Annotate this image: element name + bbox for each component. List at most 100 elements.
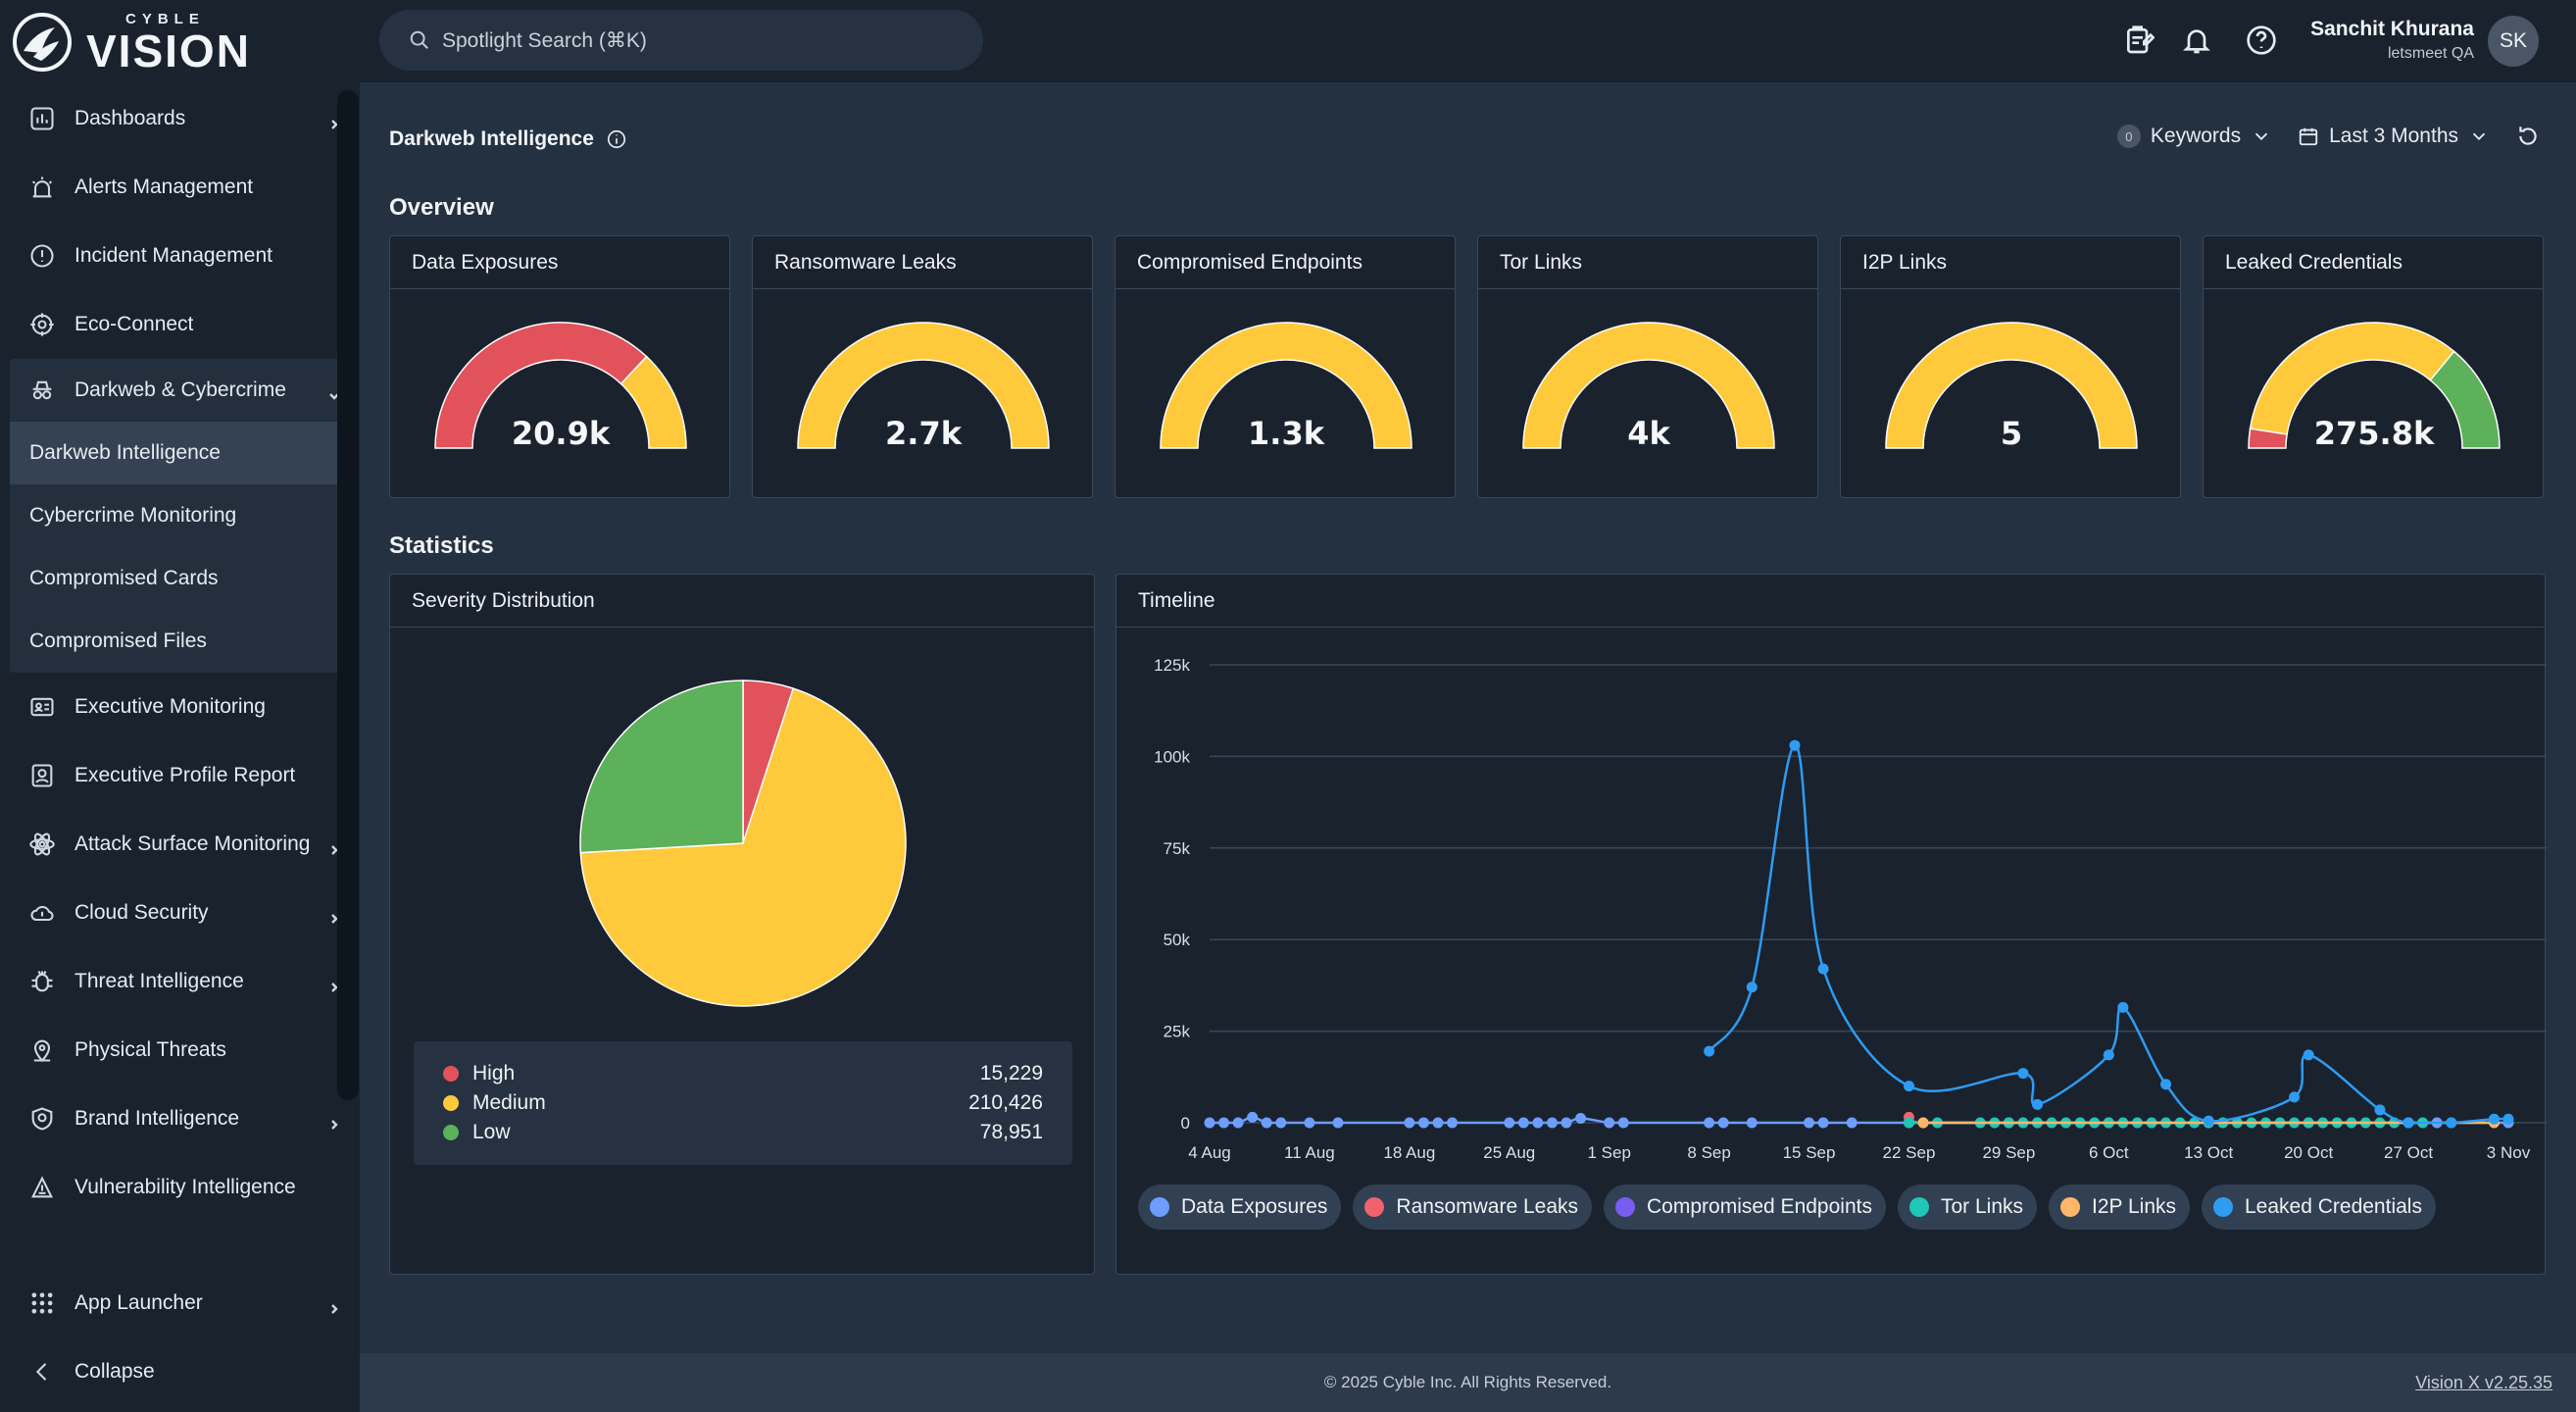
gauge-value: 1.3k: [1248, 415, 1325, 452]
data-point-leaked-credentials[interactable]: [2403, 1117, 2414, 1129]
data-point-data-exposures[interactable]: [1817, 1117, 1829, 1129]
sidebar-item-eco-connect[interactable]: Eco-Connect: [10, 290, 348, 359]
card-title: Compromised Endpoints: [1115, 236, 1455, 289]
bell-icon[interactable]: [2178, 22, 2215, 59]
data-point-leaked-credentials[interactable]: [2289, 1091, 2301, 1103]
gauge-card[interactable]: Compromised Endpoints 1.3k: [1115, 235, 1456, 498]
sidebar-item-executive-profile-report[interactable]: Executive Profile Report: [10, 741, 348, 810]
data-point-tor-links[interactable]: [1903, 1117, 1914, 1129]
version-link[interactable]: Vision X v2.25.35: [2415, 1373, 2552, 1392]
sidebar-item-brand-intelligence[interactable]: Brand Intelligence: [10, 1084, 348, 1153]
sidebar-scrollbar[interactable]: [337, 90, 359, 1100]
data-point-data-exposures[interactable]: [1447, 1117, 1459, 1129]
legend-chip-i2p-links[interactable]: I2P Links: [2049, 1185, 2190, 1230]
sidebar-item-threat-intelligence[interactable]: Threat Intelligence: [10, 947, 348, 1016]
data-point-leaked-credentials[interactable]: [2160, 1079, 2172, 1090]
data-point-leaked-credentials[interactable]: [2303, 1049, 2314, 1061]
gauge-card[interactable]: Ransomware Leaks 2.7k: [752, 235, 1093, 498]
pie-slice-medium[interactable]: [579, 687, 907, 1007]
pie-slice-low[interactable]: [579, 680, 744, 854]
data-point-leaked-credentials[interactable]: [2103, 1049, 2114, 1061]
data-point-leaked-credentials[interactable]: [2017, 1068, 2029, 1080]
app-launcher-button[interactable]: App Launcher: [10, 1269, 348, 1337]
info-icon[interactable]: [606, 128, 627, 150]
help-icon[interactable]: [2243, 22, 2280, 59]
legend-row-low: Low 78,951: [443, 1118, 1043, 1147]
sidebar-subitem-darkweb-intelligence[interactable]: Darkweb Intelligence: [10, 422, 348, 484]
data-point-leaked-credentials[interactable]: [1817, 963, 1829, 975]
data-point-data-exposures[interactable]: [1417, 1117, 1429, 1129]
legend-chip-data-exposures[interactable]: Data Exposures: [1138, 1185, 1342, 1230]
chevron-down-icon: [328, 384, 340, 400]
data-point-data-exposures[interactable]: [1704, 1117, 1715, 1129]
data-point-leaked-credentials[interactable]: [1746, 982, 1758, 993]
sidebar-item-physical-threats[interactable]: Physical Threats: [10, 1016, 348, 1084]
data-point-leaked-credentials[interactable]: [2374, 1104, 2386, 1116]
data-point-i2p-links[interactable]: [1917, 1117, 1929, 1129]
sidebar-subitem-compromised-files[interactable]: Compromised Files: [29, 630, 207, 652]
gauge-card[interactable]: I2P Links 5: [1840, 235, 2181, 498]
data-point-data-exposures[interactable]: [1247, 1111, 1259, 1123]
data-point-leaked-credentials[interactable]: [2117, 1001, 2129, 1013]
data-point-data-exposures[interactable]: [1575, 1113, 1587, 1125]
card-title: Ransomware Leaks: [753, 236, 1092, 289]
notes-icon[interactable]: [2120, 22, 2157, 59]
gauge-card[interactable]: Data Exposures 20.9k: [389, 235, 730, 498]
data-point-leaked-credentials[interactable]: [2488, 1113, 2500, 1125]
search-input[interactable]: Spotlight Search (⌘K): [379, 10, 983, 71]
data-point-data-exposures[interactable]: [1232, 1117, 1244, 1129]
legend-chip-leaked-credentials[interactable]: Leaked Credentials: [2202, 1185, 2436, 1230]
sidebar-subitem-compromised-cards[interactable]: Compromised Cards: [29, 567, 219, 589]
data-point-data-exposures[interactable]: [1204, 1117, 1215, 1129]
sidebar-item-attack-surface-monitoring[interactable]: Attack Surface Monitoring: [10, 810, 348, 879]
sidebar-item-vulnerability-intelligence[interactable]: Vulnerability Intelligence: [10, 1153, 348, 1222]
data-point-data-exposures[interactable]: [1546, 1117, 1558, 1129]
data-point-data-exposures[interactable]: [1218, 1117, 1230, 1129]
logo[interactable]: CYBLE VISION: [12, 8, 251, 76]
data-point-data-exposures[interactable]: [1275, 1117, 1287, 1129]
data-point-leaked-credentials[interactable]: [1789, 739, 1801, 751]
date-range-dropdown[interactable]: Last 3 Months: [2298, 125, 2490, 148]
data-point-data-exposures[interactable]: [1504, 1117, 1515, 1129]
data-point-data-exposures[interactable]: [1304, 1117, 1315, 1129]
data-point-data-exposures[interactable]: [1432, 1117, 1444, 1129]
sidebar-subitem-cybercrime-monitoring[interactable]: Cybercrime Monitoring: [29, 504, 237, 527]
darkweb-group: Darkweb & Cybercrime Darkweb Intelligenc…: [10, 359, 348, 673]
sidebar-item-executive-monitoring[interactable]: Executive Monitoring: [10, 673, 348, 741]
data-point-data-exposures[interactable]: [1560, 1117, 1572, 1129]
data-point-leaked-credentials[interactable]: [2502, 1113, 2514, 1125]
data-point-data-exposures[interactable]: [1746, 1117, 1758, 1129]
data-point-leaked-credentials[interactable]: [2032, 1098, 2044, 1110]
gauge-card[interactable]: Tor Links 4k: [1477, 235, 1818, 498]
user-menu[interactable]: Sanchit Khurana letsmeet QA: [2310, 18, 2474, 63]
sidebar-item-darkweb-cybercrime[interactable]: Darkweb & Cybercrime: [10, 359, 348, 422]
gauge-card[interactable]: Leaked Credentials 275.8k: [2203, 235, 2544, 498]
card-title: I2P Links: [1841, 236, 2180, 289]
keywords-dropdown[interactable]: 0 Keywords: [2116, 125, 2272, 148]
data-point-data-exposures[interactable]: [1604, 1117, 1615, 1129]
legend-chip-ransomware-leaks[interactable]: Ransomware Leaks: [1353, 1185, 1593, 1230]
data-point-data-exposures[interactable]: [1717, 1117, 1729, 1129]
data-point-leaked-credentials[interactable]: [1903, 1081, 1914, 1092]
data-point-data-exposures[interactable]: [1332, 1117, 1344, 1129]
refresh-button[interactable]: [2515, 124, 2541, 149]
avatar[interactable]: SK: [2488, 16, 2539, 67]
sidebar-item-alerts-management[interactable]: Alerts Management: [10, 153, 348, 222]
sidebar-item-incident-management[interactable]: Incident Management: [10, 222, 348, 290]
data-point-leaked-credentials[interactable]: [1704, 1045, 1715, 1057]
collapse-button[interactable]: Collapse: [10, 1337, 348, 1406]
data-point-data-exposures[interactable]: [1261, 1117, 1272, 1129]
data-point-data-exposures[interactable]: [1617, 1117, 1629, 1129]
legend-chip-tor-links[interactable]: Tor Links: [1897, 1185, 2037, 1230]
legend-chip-compromised-endpoints[interactable]: Compromised Endpoints: [1604, 1185, 1886, 1230]
data-point-leaked-credentials[interactable]: [2446, 1117, 2457, 1129]
timeline-card: Timeline 0 25k 50k 75k 100k 125k 4 Aug 11 Aug 18…: [1115, 574, 2547, 1275]
data-point-data-exposures[interactable]: [1517, 1117, 1529, 1129]
data-point-data-exposures[interactable]: [1804, 1117, 1815, 1129]
data-point-leaked-credentials[interactable]: [2203, 1115, 2214, 1127]
sidebar-item-cloud-security[interactable]: Cloud Security: [10, 879, 348, 947]
sidebar-item-dashboards[interactable]: Dashboards: [10, 84, 348, 153]
data-point-data-exposures[interactable]: [1404, 1117, 1415, 1129]
data-point-data-exposures[interactable]: [1846, 1117, 1858, 1129]
data-point-data-exposures[interactable]: [1532, 1117, 1544, 1129]
